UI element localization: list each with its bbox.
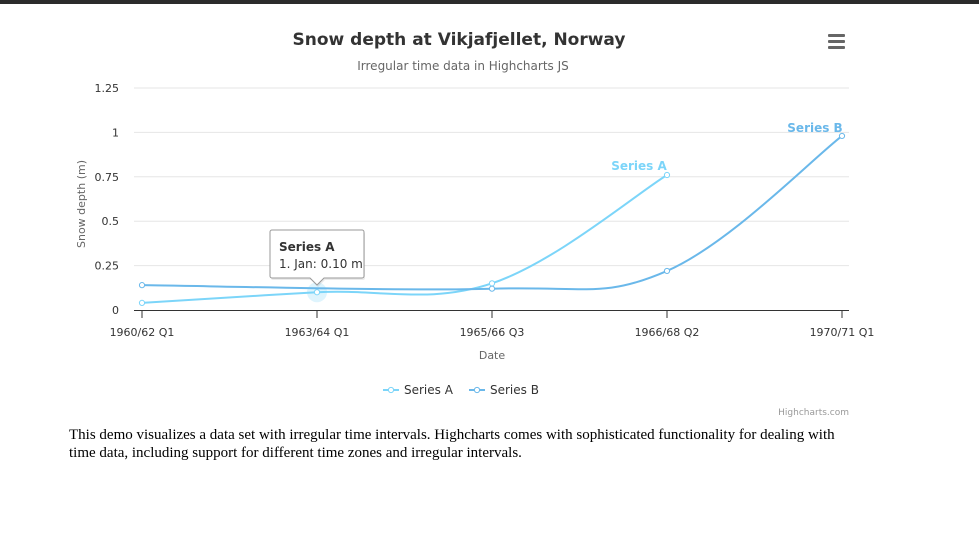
tooltip: Series A 1. Jan: 0.10 m — [269, 229, 365, 287]
y-tick-label: 1.25 — [95, 82, 120, 95]
y-tick-label: 0.5 — [102, 215, 120, 228]
legend-item-series-b[interactable]: Series B — [469, 383, 539, 397]
series-b-line[interactable] — [141, 135, 843, 291]
y-tick-label: 0.25 — [95, 260, 120, 273]
tooltip-value: 1. Jan: 0.10 m — [279, 257, 363, 271]
credits-link[interactable]: Highcharts.com — [778, 408, 849, 418]
series-a-line[interactable] — [141, 174, 668, 304]
y-axis-ticks: 0 0.25 0.5 0.75 1 1.25 — [95, 82, 120, 317]
series-b-point[interactable] — [488, 285, 496, 292]
series-a-point[interactable] — [663, 171, 671, 179]
legend-symbol-marker — [387, 386, 395, 394]
series-b-label: Series B — [787, 121, 842, 135]
chart-title: Snow depth at Vikjafjellet, Norway — [293, 30, 626, 50]
hamburger-menu-icon[interactable] — [820, 30, 852, 56]
chart-subtitle: Irregular time data in Highcharts JS — [357, 59, 569, 73]
y-axis-title: Snow depth (m) — [75, 160, 88, 248]
series-a-point[interactable] — [488, 280, 496, 287]
chart: Snow depth at Vikjafjellet, Norway Irreg… — [75, 30, 875, 418]
x-tick-label: 1970/71 Q1 — [810, 326, 875, 339]
x-tick-label: 1965/66 Q3 — [460, 326, 525, 339]
series-b-point[interactable] — [838, 132, 846, 140]
x-tick-label: 1960/62 Q1 — [110, 326, 175, 339]
series-b-point[interactable] — [138, 282, 146, 289]
series-labels: Series A Series B — [611, 121, 842, 173]
tooltip-series-name: Series A — [279, 240, 335, 254]
x-axis: 1960/62 Q1 1963/64 Q1 1965/66 Q3 1966/68 Q2… — [110, 310, 875, 339]
y-tick-label: 1 — [112, 126, 119, 139]
x-tick-label: 1966/68 Q2 — [635, 326, 700, 339]
grid-lines — [134, 87, 849, 267]
description-text: This demo visualizes a data set with irr… — [69, 427, 835, 461]
legend-item-series-a[interactable]: Series A — [383, 383, 454, 397]
series-a-point[interactable] — [313, 289, 321, 296]
series-a-label: Series A — [611, 159, 667, 173]
top-bar — [0, 0, 979, 4]
legend: Series A Series B — [383, 383, 539, 397]
y-tick-label: 0 — [112, 304, 119, 317]
x-axis-title: Date — [479, 349, 506, 362]
y-tick-label: 0.75 — [95, 171, 120, 184]
series-b-point[interactable] — [663, 267, 671, 275]
x-tick-label: 1963/64 Q1 — [285, 326, 350, 339]
legend-label: Series A — [404, 383, 454, 397]
legend-symbol-marker — [473, 386, 481, 394]
legend-label: Series B — [490, 383, 539, 397]
series-group — [138, 132, 846, 306]
series-a-point[interactable] — [138, 299, 146, 306]
